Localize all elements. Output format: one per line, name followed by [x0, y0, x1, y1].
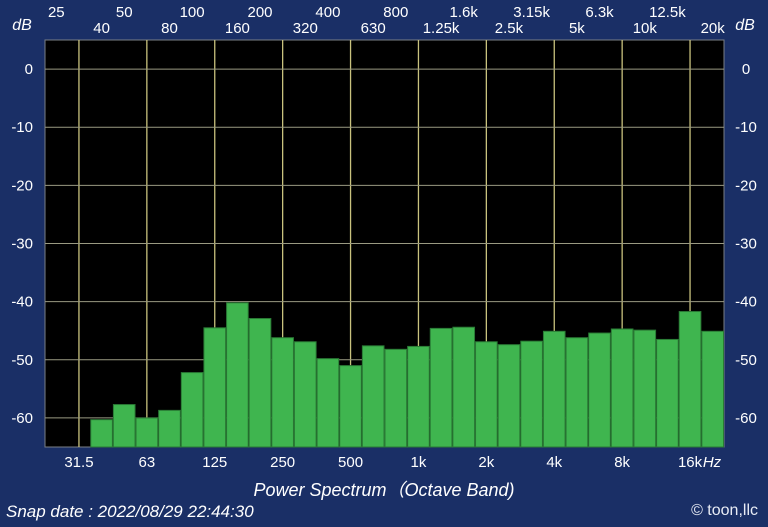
- y-unit-label-left: dB: [12, 17, 32, 34]
- top-tick-label: 800: [383, 4, 408, 21]
- y-tick-label-right: -60: [735, 410, 757, 427]
- top-tick-label: 1.6k: [450, 4, 479, 21]
- bar: [293, 341, 317, 448]
- x-tick-label: 16k: [678, 454, 703, 471]
- y-tick-label-right: -10: [735, 119, 757, 136]
- y-tick-label-left: -60: [11, 410, 33, 427]
- top-tick-label: 2.5k: [495, 20, 524, 37]
- x-tick-label: 2k: [478, 454, 494, 471]
- bar: [520, 340, 543, 448]
- top-tick-label: 50: [116, 4, 133, 21]
- top-tick-label: 80: [161, 20, 178, 37]
- bar: [112, 404, 136, 448]
- y-tick-label-right: 0: [742, 61, 750, 78]
- bar: [429, 327, 453, 448]
- chart-title: Power Spectrum（Octave Band): [253, 480, 515, 500]
- bar: [384, 348, 408, 448]
- bar: [90, 419, 113, 448]
- top-tick-label: 3.15k: [513, 4, 550, 21]
- bar: [135, 417, 159, 448]
- bar: [656, 338, 679, 448]
- bar: [497, 344, 521, 448]
- y-tick-label-left: -50: [11, 352, 33, 369]
- bar: [452, 326, 476, 448]
- top-tick-label: 20k: [701, 20, 726, 37]
- top-tick-label: 12.5k: [649, 4, 686, 21]
- y-tick-label-right: -30: [735, 236, 757, 253]
- bar: [633, 329, 657, 448]
- x-unit-label: Hz: [703, 454, 722, 471]
- top-tick-label: 630: [361, 20, 386, 37]
- bar: [565, 337, 589, 448]
- x-tick-label: 1k: [411, 454, 427, 471]
- bar: [407, 345, 430, 448]
- bar: [361, 345, 385, 448]
- bar: [226, 302, 249, 448]
- x-tick-label: 500: [338, 454, 363, 471]
- top-tick-label: 1.25k: [423, 20, 460, 37]
- bar: [678, 311, 702, 448]
- top-tick-label: 100: [180, 4, 205, 21]
- y-tick-label-left: -40: [11, 294, 33, 311]
- bar: [701, 330, 724, 448]
- bar: [588, 332, 611, 448]
- top-tick-label: 400: [315, 4, 340, 21]
- bar: [316, 358, 340, 448]
- top-tick-label: 200: [248, 4, 273, 21]
- y-unit-label-right: dB: [735, 17, 755, 34]
- top-tick-label: 5k: [569, 20, 585, 37]
- y-tick-label-right: -40: [735, 294, 757, 311]
- x-tick-label: 31.5: [64, 454, 93, 471]
- top-tick-label: 320: [293, 20, 318, 37]
- bar: [180, 372, 204, 448]
- top-tick-label: 160: [225, 20, 250, 37]
- bar: [542, 330, 566, 448]
- bar: [339, 365, 362, 448]
- top-tick-label: 6.3k: [585, 4, 614, 21]
- bar: [158, 409, 181, 448]
- y-tick-label-right: -50: [735, 352, 757, 369]
- bar: [271, 337, 294, 448]
- y-tick-label-left: -30: [11, 236, 33, 253]
- y-tick-label-left: 0: [25, 61, 33, 78]
- x-tick-label: 63: [139, 454, 156, 471]
- top-tick-label: 10k: [633, 20, 658, 37]
- snap-date: Snap date : 2022/08/29 22:44:30: [6, 502, 254, 521]
- top-tick-label: 40: [93, 20, 110, 37]
- x-tick-label: 250: [270, 454, 295, 471]
- y-tick-label-left: -20: [11, 177, 33, 194]
- top-tick-label: 25: [48, 4, 65, 21]
- x-tick-label: 125: [202, 454, 227, 471]
- bar: [610, 328, 634, 448]
- bar: [248, 318, 272, 448]
- y-tick-label-right: -20: [735, 177, 757, 194]
- copyright: © toon,llc: [691, 502, 758, 519]
- bar: [475, 341, 498, 448]
- x-tick-label: 8k: [614, 454, 630, 471]
- bar: [203, 327, 227, 448]
- y-tick-label-left: -10: [11, 119, 33, 136]
- x-tick-label: 4k: [546, 454, 562, 471]
